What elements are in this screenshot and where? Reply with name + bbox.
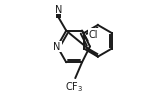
Text: Cl: Cl [89,29,98,39]
Text: CF$_3$: CF$_3$ [65,80,83,93]
Text: N: N [55,4,62,14]
Text: N: N [53,42,61,52]
